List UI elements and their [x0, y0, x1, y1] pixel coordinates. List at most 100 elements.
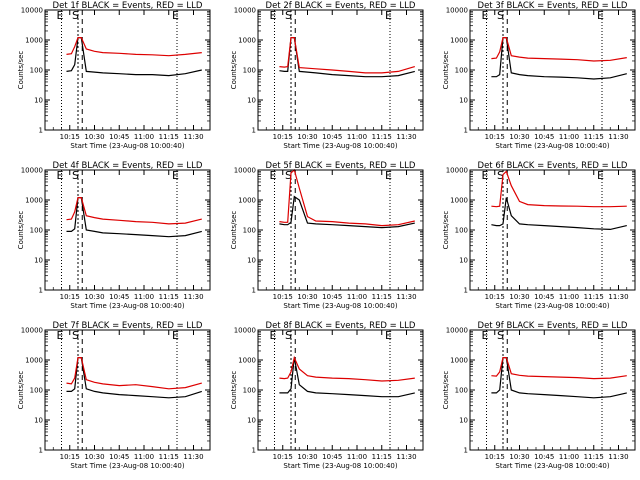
y-tick-label: 100 [30, 227, 43, 235]
y-tick-label: 1000 [238, 37, 256, 45]
x-tick-label: 11:30 [608, 133, 628, 141]
plot-frame [469, 329, 636, 451]
marker-label-e-0: E [270, 329, 277, 342]
marker-label-s-1: S [497, 169, 504, 182]
y-tick-label: 10 [247, 97, 256, 105]
panel-det-2f: Det 2f BLACK = Events, RED = LLD 1 10 100 10… [230, 1, 424, 150]
marker-label-e-0: E [57, 169, 64, 182]
x-tick-label: 10:45 [534, 293, 554, 301]
panel-det-8f: Det 8f BLACK = Events, RED = LLD 1 10 100 10… [230, 321, 424, 470]
x-tick-label: 11:00 [134, 133, 154, 141]
x-tick-label: 11:15 [159, 453, 179, 461]
x-tick-label: 11:15 [584, 453, 604, 461]
x-axis-label: Start Time (23-Aug-08 10:00:40) [70, 142, 184, 150]
panel-title: Det 4f BLACK = Events, RED = LLD [53, 161, 203, 171]
y-tick-label: 1 [252, 127, 256, 135]
y-tick-label: 10000 [21, 327, 43, 335]
y-axis-label: Counts/sec [442, 211, 450, 250]
plot-frame [44, 329, 211, 451]
y-tick-label: 10 [459, 97, 468, 105]
x-axis-label: Start Time (23-Aug-08 10:00:40) [495, 142, 609, 150]
y-tick-label: 1 [252, 287, 256, 295]
x-tick-label: 10:15 [273, 293, 293, 301]
x-axis-label: Start Time (23-Aug-08 10:00:40) [495, 302, 609, 310]
x-tick-label: 11:15 [372, 293, 392, 301]
marker-label-e-2: E [172, 169, 179, 182]
y-tick-label: 1000 [450, 197, 468, 205]
y-tick-label: 10 [34, 257, 43, 265]
x-tick-label: 10:15 [273, 133, 293, 141]
y-axis-label: Counts/sec [230, 211, 238, 250]
plot-frame [257, 169, 424, 291]
x-tick-label: 10:30 [84, 133, 104, 141]
panel-title: Det 5f BLACK = Events, RED = LLD [266, 161, 416, 171]
x-tick-label: 11:15 [372, 453, 392, 461]
x-tick-label: 11:30 [396, 293, 416, 301]
y-tick-label: 10000 [21, 167, 43, 175]
y-tick-label: 10000 [234, 167, 256, 175]
y-tick-label: 100 [455, 387, 468, 395]
marker-label-s-1: S [72, 329, 79, 342]
x-tick-label: 10:45 [109, 293, 129, 301]
x-tick-label: 11:15 [584, 293, 604, 301]
panel-det-1f: Det 1f BLACK = Events, RED = LLD 1 10 100 10… [17, 1, 211, 150]
events-series-line [491, 357, 627, 399]
x-tick-label: 11:00 [559, 453, 579, 461]
y-tick-label: 1000 [238, 357, 256, 365]
lld-series-line [491, 36, 627, 62]
y-tick-label: 1000 [238, 197, 256, 205]
x-tick-label: 11:30 [183, 133, 203, 141]
y-tick-label: 100 [243, 67, 256, 75]
x-axis-label: Start Time (23-Aug-08 10:00:40) [283, 302, 397, 310]
x-tick-label: 10:30 [84, 293, 104, 301]
y-tick-label: 10 [459, 417, 468, 425]
y-tick-label: 10 [247, 417, 256, 425]
y-axis-label: Counts/sec [230, 51, 238, 90]
x-axis-label: Start Time (23-Aug-08 10:00:40) [283, 142, 397, 150]
plot-frame [469, 9, 636, 131]
lld-series-line [279, 168, 415, 227]
x-tick-label: 10:30 [509, 453, 529, 461]
y-tick-label: 10000 [446, 167, 468, 175]
x-axis-label: Start Time (23-Aug-08 10:00:40) [70, 462, 184, 470]
x-tick-label: 10:30 [297, 293, 317, 301]
marker-label-s-1: S [497, 329, 504, 342]
marker-label-e-2: E [597, 169, 604, 182]
x-tick-label: 10:15 [485, 133, 505, 141]
x-tick-label: 10:45 [534, 133, 554, 141]
events-series-line [279, 357, 415, 398]
x-tick-label: 10:15 [485, 293, 505, 301]
panel-det-6f: Det 6f BLACK = Events, RED = LLD 1 10 100 10… [442, 161, 636, 310]
y-axis-label: Counts/sec [230, 371, 238, 410]
plot-frame [469, 169, 636, 291]
marker-label-e-0: E [482, 9, 489, 22]
y-axis-label: Counts/sec [17, 211, 25, 250]
panel-title: Det 8f BLACK = Events, RED = LLD [266, 321, 416, 331]
x-tick-label: 10:15 [60, 293, 80, 301]
x-tick-label: 11:00 [134, 453, 154, 461]
y-tick-label: 10000 [21, 7, 43, 15]
panel-title: Det 6f BLACK = Events, RED = LLD [478, 161, 628, 171]
x-tick-label: 10:30 [297, 453, 317, 461]
panel-title: Det 2f BLACK = Events, RED = LLD [266, 1, 416, 11]
y-tick-label: 100 [243, 387, 256, 395]
events-series-line [279, 195, 415, 229]
y-tick-label: 1000 [25, 357, 43, 365]
panel-det-5f: Det 5f BLACK = Events, RED = LLD 1 10 100 10… [230, 161, 424, 310]
x-tick-label: 10:45 [109, 133, 129, 141]
x-tick-label: 10:45 [534, 453, 554, 461]
marker-label-s-1: S [497, 9, 504, 22]
marker-label-s-1: S [285, 9, 292, 22]
y-axis-label: Counts/sec [442, 371, 450, 410]
x-tick-label: 10:30 [297, 133, 317, 141]
events-series-line [491, 36, 627, 80]
marker-label-s-1: S [285, 329, 292, 342]
panel-det-4f: Det 4f BLACK = Events, RED = LLD 1 10 100 10… [17, 161, 211, 310]
y-tick-label: 1 [39, 127, 43, 135]
x-tick-label: 11:15 [584, 133, 604, 141]
plot-frame [257, 9, 424, 131]
events-series-line [66, 357, 202, 399]
y-tick-label: 1 [464, 127, 468, 135]
marker-label-e-2: E [597, 9, 604, 22]
events-series-line [66, 36, 202, 77]
